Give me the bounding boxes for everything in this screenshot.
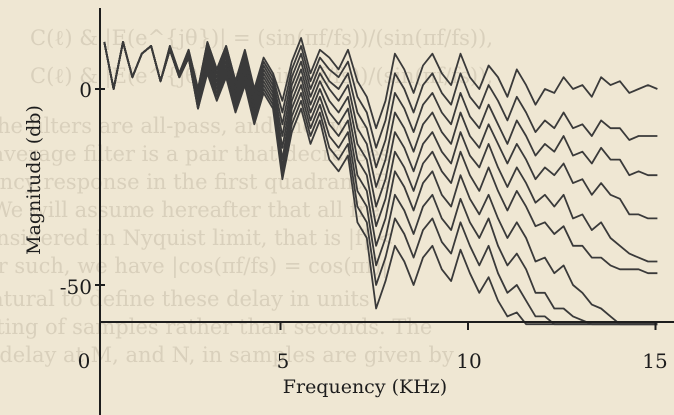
x-axis-title: Frequency (KHz) [283, 376, 447, 398]
x-tick-label-10: 10 [456, 349, 481, 373]
y-axis-title: Magnitude (db) [23, 105, 45, 255]
x-tick-label-0: 0 [78, 349, 91, 373]
y-tick-label-0: 0 [79, 78, 92, 102]
series-line-5 [103, 41, 658, 275]
x-tick-label-15: 15 [642, 349, 667, 373]
tick-group [95, 88, 657, 330]
y-tick-label-neg50: -50 [60, 275, 92, 299]
x-tick-label-5: 5 [277, 349, 290, 373]
series-line-9 [103, 41, 658, 326]
series-group [103, 37, 658, 326]
series-line-1 [103, 41, 658, 149]
